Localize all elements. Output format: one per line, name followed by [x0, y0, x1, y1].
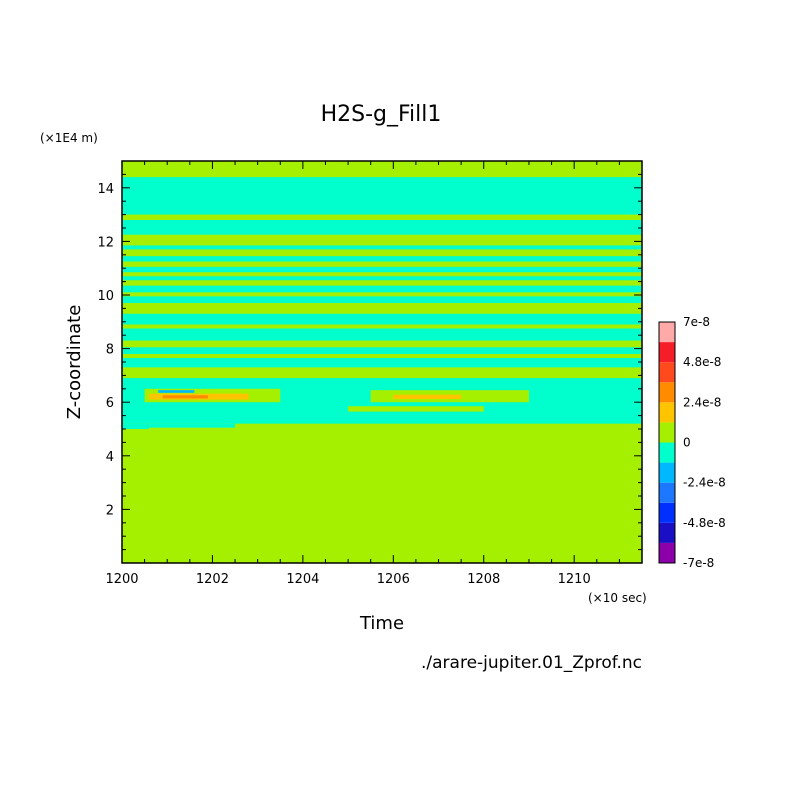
y-tick-label: 4 — [106, 450, 114, 465]
colorbar: 7e-8 4.8e-8 2.4e-8 0 -2.4e-8 -4.8e-8 -7e-8 — [658, 315, 726, 570]
colorbar-swatch — [659, 362, 675, 383]
contour-band-4 — [122, 256, 642, 262]
colorbar-swatch — [659, 542, 675, 563]
colorbar-label: 4.8e-8 — [683, 355, 721, 369]
colorbar-label: 2.4e-8 — [683, 395, 721, 409]
colorbar-label: 7e-8 — [683, 315, 710, 329]
contour-band-20 — [393, 394, 462, 399]
x-tick-label: 1200 — [105, 572, 138, 587]
colorbar-swatch — [659, 442, 675, 463]
contour-band-11 — [122, 347, 642, 354]
contour-band-1 — [122, 177, 642, 215]
colorbar-label: -4.8e-8 — [683, 516, 726, 530]
colorbar-swatch — [659, 502, 675, 523]
plot-area — [122, 161, 642, 563]
x-tick-label: 1204 — [286, 572, 319, 587]
y-unit-label: (×1E4 m) — [40, 131, 98, 145]
y-tick-label: 14 — [97, 182, 114, 197]
y-axis: 2 4 6 8 10 12 14 — [97, 173, 642, 551]
x-tick-label: 1208 — [467, 572, 500, 587]
contour-band-21 — [162, 395, 208, 399]
contour-band-12 — [122, 357, 642, 368]
x-axis: 1200 1202 1204 1206 1208 1210 — [105, 161, 643, 587]
y-tick-label: 10 — [97, 289, 114, 304]
colorbar-swatch — [659, 422, 675, 443]
y-axis-label: Z-coordinate — [64, 305, 85, 420]
contour-band-22 — [158, 390, 195, 393]
x-unit-label: (×10 sec) — [588, 591, 647, 605]
contour-band-7 — [122, 285, 642, 293]
colorbar-swatch — [659, 382, 675, 403]
contour-band-3 — [122, 245, 642, 250]
colorbar-label: -2.4e-8 — [683, 476, 726, 490]
colorbar-swatch — [659, 462, 675, 483]
colorbar-label: 0 — [683, 436, 691, 450]
contour-band-5 — [122, 266, 642, 273]
colorbar-swatch — [659, 342, 675, 363]
colorbar-swatch — [659, 482, 675, 503]
contour-band-18 — [348, 406, 484, 412]
y-tick-label: 8 — [106, 343, 114, 358]
chart-title: H2S-g_Fill1 — [321, 102, 442, 127]
colorbar-frame — [658, 321, 676, 564]
x-tick-label: 1210 — [558, 572, 591, 587]
x-axis-label: Time — [359, 613, 404, 634]
contour-band-14 — [122, 423, 150, 429]
x-tick-label: 1206 — [377, 572, 410, 587]
y-tick-label: 12 — [97, 235, 114, 250]
colorbar-swatch — [659, 322, 675, 343]
colorbar-swatch — [659, 402, 675, 423]
contour-band-2 — [122, 219, 642, 235]
source-file-label: ./arare-jupiter.01_Zprof.nc — [421, 653, 642, 673]
y-tick-label: 2 — [106, 503, 114, 518]
contour-band-9 — [122, 313, 642, 325]
colorbar-swatch — [659, 522, 675, 543]
x-tick-label: 1202 — [196, 572, 229, 587]
contour-band-8 — [122, 296, 642, 304]
colorbar-label: -7e-8 — [683, 556, 714, 570]
contour-band-6 — [122, 276, 642, 281]
y-tick-label: 6 — [106, 396, 114, 411]
contour-band-15 — [149, 423, 236, 428]
contour-band-10 — [122, 328, 642, 341]
